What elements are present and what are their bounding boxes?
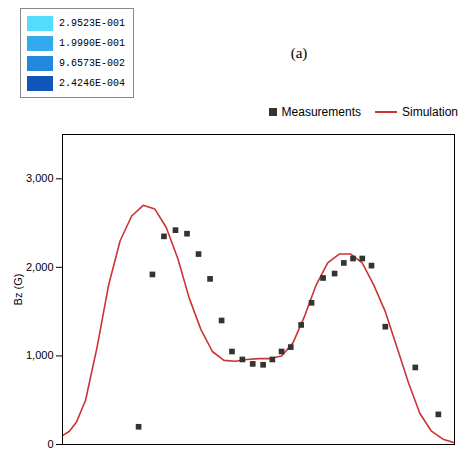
html-text:Simulation: Simulation	[402, 105, 458, 119]
svg-text:0: 0	[47, 438, 53, 450]
html-text:1.9990E-001: 1.9990E-001	[59, 37, 125, 49]
html-text:2.9523E-001: 2.9523E-001	[59, 17, 125, 29]
svg-text:2,000: 2,000	[26, 261, 54, 273]
svg-text:1,000: 1,000	[26, 349, 54, 361]
svg-text:3,000: 3,000	[26, 172, 54, 184]
html-text:Measurements: Measurements	[281, 105, 361, 119]
html-text:9.6573E-002: 9.6573E-002	[59, 57, 125, 69]
html-text:2.4246E-004: 2.4246E-004	[59, 77, 125, 89]
svg-text:Bz (G): Bz (G)	[12, 274, 24, 306]
html-text:(a): (a)	[290, 44, 308, 61]
